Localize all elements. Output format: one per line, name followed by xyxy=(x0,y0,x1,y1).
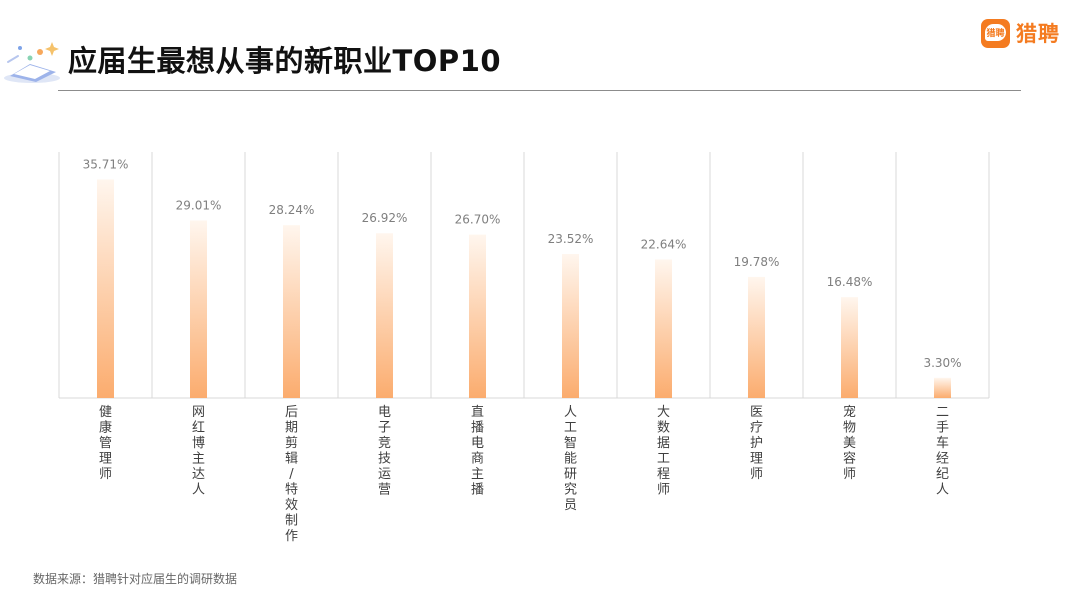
bar xyxy=(283,225,300,398)
illustration-dot-orange xyxy=(37,49,43,55)
source-note: 数据来源：猎聘针对应届生的调研数据 xyxy=(33,572,238,586)
bar xyxy=(469,234,486,398)
header-divider xyxy=(58,90,1021,91)
category-label: 大数据工程师 xyxy=(657,405,670,498)
illustration-dot-blue xyxy=(18,46,22,50)
brand-logo-mark-text: 猎聘 xyxy=(986,28,1005,39)
category-label: 后期剪辑/特效制作 xyxy=(285,405,298,544)
data-label: 29.01% xyxy=(176,198,222,212)
data-label: 26.92% xyxy=(362,211,408,225)
illustration-sparkle xyxy=(45,42,59,56)
bar-chart: 35.71% 健康管理师 29.01% 网红博主达人 28.24% 后期剪辑/特效制作 26… xyxy=(58,152,990,544)
brand-logo-bubble xyxy=(985,23,1006,41)
data-label: 22.64% xyxy=(641,237,687,251)
page-title: 应届生最想从事的新职业TOP10 xyxy=(68,44,502,78)
illustration-dot-green xyxy=(27,55,33,61)
category-label: 宠物美容师 xyxy=(843,404,856,482)
brand-name: 猎聘 xyxy=(1016,22,1060,46)
category-label: 网红博主达人 xyxy=(192,405,205,498)
data-label: 16.48% xyxy=(827,275,873,289)
category-label: 医疗护理师 xyxy=(750,405,763,482)
bar xyxy=(841,297,858,398)
bar xyxy=(190,220,207,398)
data-label: 19.78% xyxy=(734,255,780,269)
category-label: 健康管理师 xyxy=(99,405,112,482)
bar xyxy=(376,233,393,398)
brand-logo: 猎聘 猎聘 xyxy=(981,18,1060,48)
illustration-page xyxy=(14,65,50,79)
data-label: 23.52% xyxy=(548,232,594,246)
data-label: 26.70% xyxy=(455,213,501,227)
bar xyxy=(934,377,951,398)
bar xyxy=(655,259,672,398)
bar xyxy=(562,254,579,398)
data-label: 28.24% xyxy=(269,203,315,217)
illustration-line xyxy=(7,55,19,63)
category-label: 人工智能研究员 xyxy=(564,405,577,513)
data-label: 35.71% xyxy=(83,157,129,171)
bar xyxy=(748,276,765,398)
category-label: 直播电商主播 xyxy=(471,405,484,498)
data-label: 3.30% xyxy=(923,356,961,370)
title-illustration-icon xyxy=(4,42,60,83)
category-label: 电子竞技运营 xyxy=(378,405,391,498)
bar xyxy=(97,179,114,398)
category-label: 二手车经纪人 xyxy=(936,405,949,498)
brand-logo-icon: 猎聘 xyxy=(981,18,1010,48)
